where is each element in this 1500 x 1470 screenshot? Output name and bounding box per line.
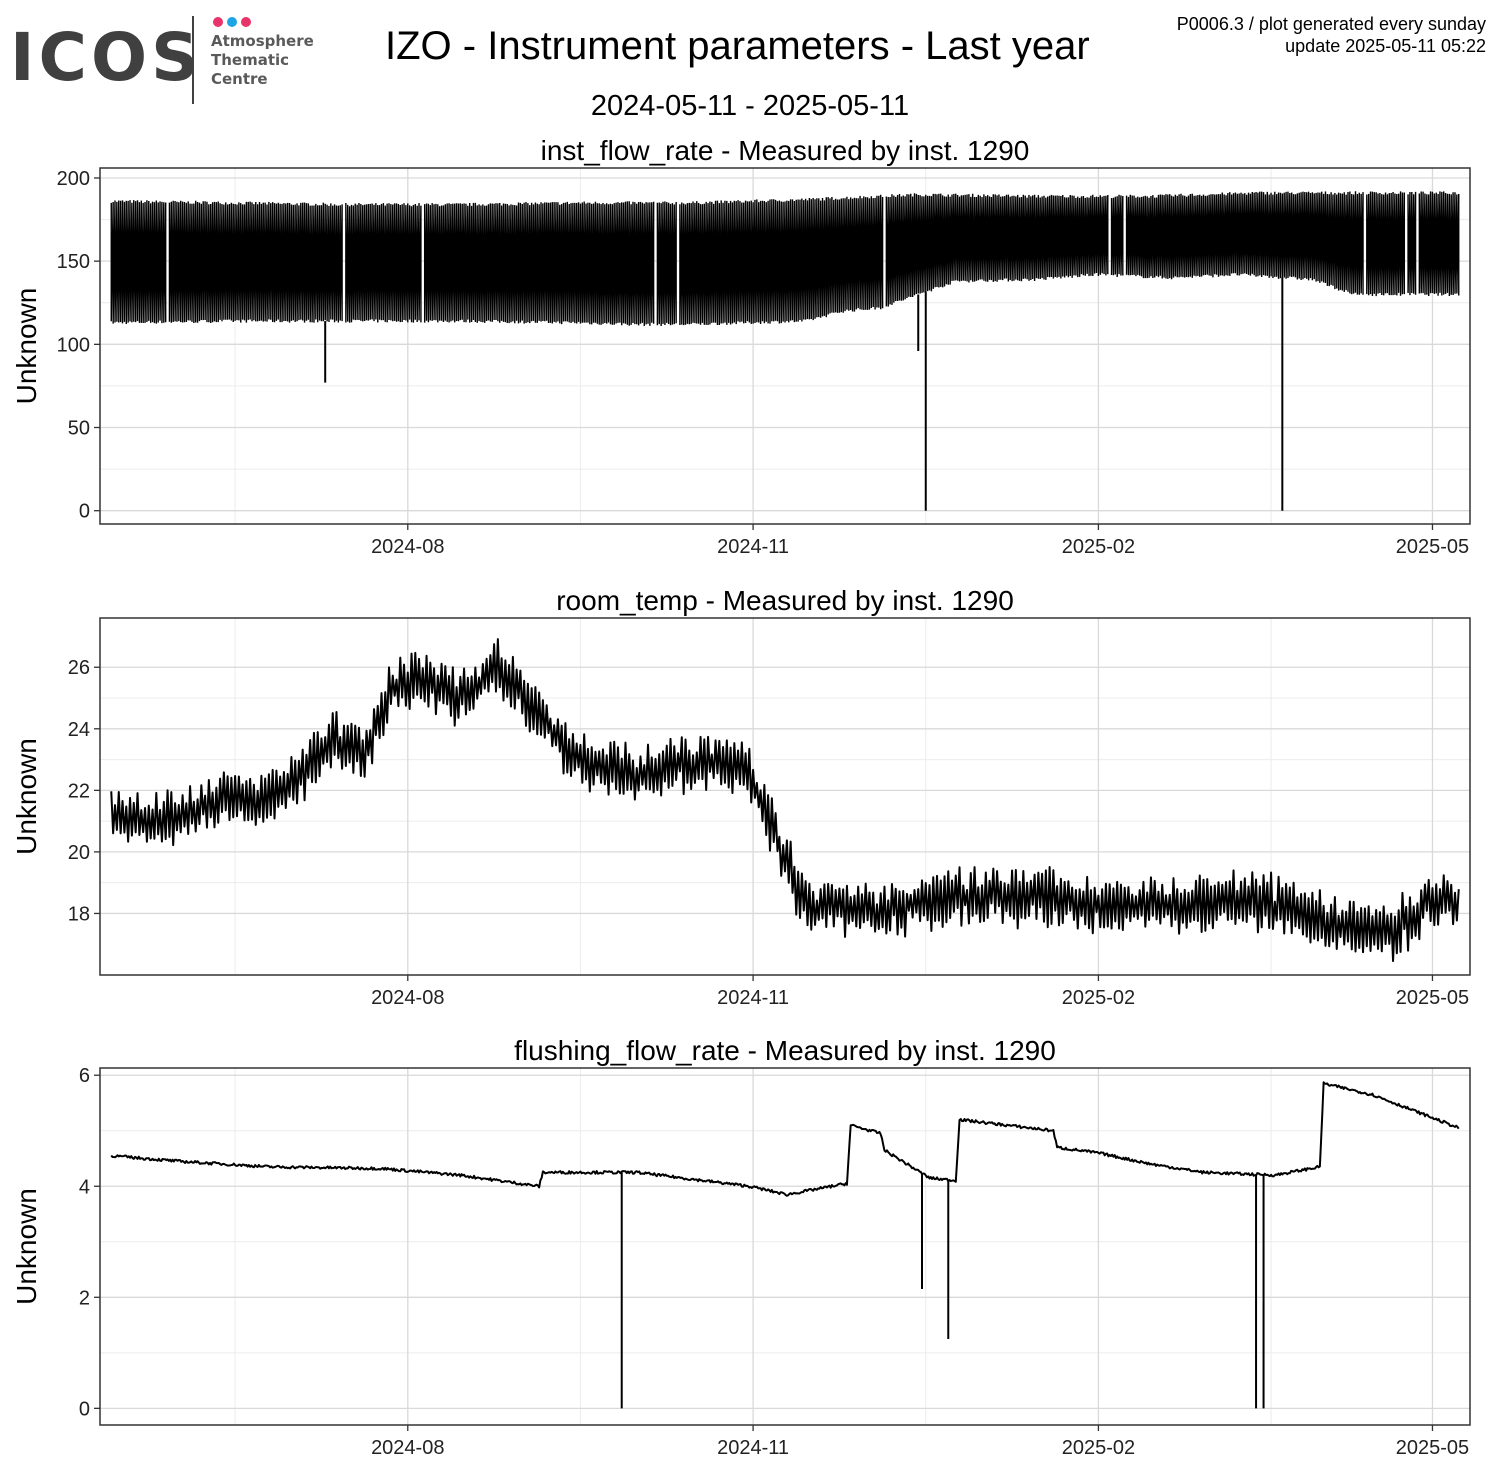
page-title: IZO - Instrument parameters - Last year [385, 24, 1090, 68]
logo-divider [192, 16, 194, 104]
y-axis-label: Unknown [11, 288, 42, 405]
y-tick-label: 18 [68, 903, 90, 925]
x-tick-label: 2025-02 [1062, 536, 1135, 558]
y-tick-label: 150 [57, 251, 90, 273]
x-tick-label: 2025-05 [1396, 1437, 1469, 1459]
logo-dot-icon [227, 17, 237, 27]
x-tick-label: 2025-05 [1396, 536, 1469, 558]
logo-dot-icon [213, 17, 223, 27]
panel-border [99, 617, 1471, 976]
panel-border [99, 1067, 1471, 1426]
logo-line: Thematic [211, 51, 290, 69]
y-axis-label: Unknown [11, 738, 42, 855]
y-tick-label: 200 [57, 168, 90, 190]
y-tick-label: 24 [68, 719, 90, 741]
panel-border [99, 167, 1471, 525]
x-tick-label: 2025-05 [1396, 987, 1469, 1009]
y-tick-label: 6 [79, 1065, 90, 1087]
x-tick-label: 2024-08 [371, 536, 444, 558]
y-tick-label: 22 [68, 780, 90, 802]
date-range: 2024-05-11 - 2025-05-11 [590, 90, 910, 122]
x-tick-label: 2024-08 [371, 987, 444, 1009]
plot-meta: P0006.3 / plot generated every sunday up… [1177, 13, 1486, 57]
x-tick-label: 2024-08 [371, 1437, 444, 1459]
y-tick-label: 100 [57, 334, 90, 356]
plot-id: P0006.3 / plot generated every sunday [1176, 14, 1486, 34]
y-axis-label: Unknown [11, 1188, 42, 1305]
logo-line: Centre [211, 70, 268, 88]
y-tick-label: 0 [79, 501, 90, 523]
logo-line: Atmosphere [211, 32, 314, 50]
logo-dot-icon [241, 17, 251, 27]
x-tick-label: 2024-11 [717, 987, 789, 1009]
y-tick-label: 26 [68, 657, 90, 679]
y-tick-label: 20 [68, 842, 90, 864]
x-tick-label: 2024-11 [717, 1437, 789, 1459]
update-timestamp: update 2025-05-11 05:22 [1285, 36, 1486, 56]
series-line [110, 1081, 1460, 1197]
x-tick-label: 2025-02 [1062, 987, 1135, 1009]
x-tick-label: 2024-11 [717, 536, 789, 558]
series-line [110, 638, 1460, 963]
chart-title: room_temp - Measured by inst. 1290 [556, 585, 1014, 616]
x-tick-label: 2025-02 [1062, 1437, 1135, 1459]
series-band [110, 191, 1460, 326]
icos-logo: ICOS Atmosphere Thematic Centre [10, 14, 330, 106]
y-tick-label: 2 [79, 1287, 90, 1309]
y-tick-label: 0 [79, 1398, 90, 1420]
chart-title: flushing_flow_rate - Measured by inst. 1… [514, 1035, 1056, 1066]
chart-title: inst_flow_rate - Measured by inst. 1290 [541, 135, 1030, 166]
logo-subtitle: Atmosphere Thematic Centre [211, 32, 314, 89]
logo-wordmark: ICOS [10, 19, 203, 96]
y-tick-label: 4 [79, 1176, 90, 1198]
y-tick-label: 50 [68, 418, 90, 440]
